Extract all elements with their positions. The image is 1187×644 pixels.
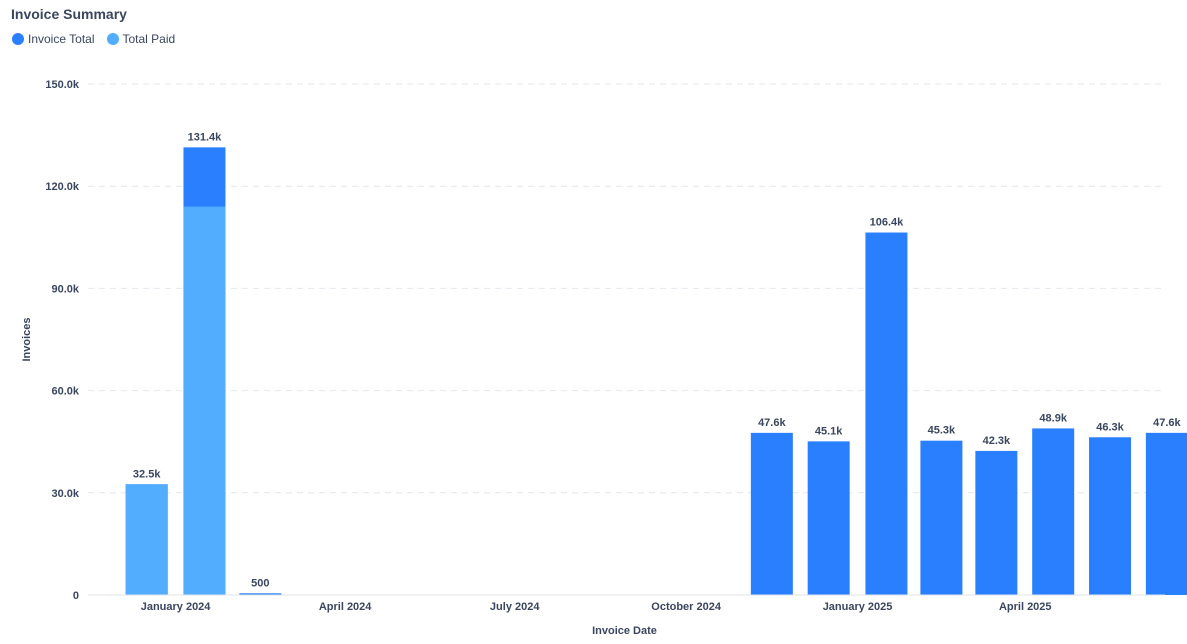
- bar-total-paid[interactable]: [125, 484, 168, 595]
- bar-invoice-total[interactable]: [807, 441, 850, 595]
- legend-label-total-paid: Total Paid: [122, 32, 176, 46]
- grid-layer: [88, 83, 1165, 494]
- y-tick-label: 120.0k: [45, 181, 80, 193]
- bar-layer: [125, 147, 1187, 595]
- y-tick-label: 150.0k: [45, 79, 80, 91]
- y-axis-title: Invoices: [21, 317, 33, 361]
- bar-invoice-total[interactable]: [1032, 428, 1075, 595]
- data-label: 106.4k: [870, 217, 905, 229]
- y-tick-label: 60.0k: [51, 386, 79, 398]
- x-axis-ticks: January 2024 April 2024 July 2024 October 2…: [141, 601, 1052, 613]
- chart-title: Invoice Summary: [11, 6, 127, 22]
- bar-invoice-total[interactable]: [239, 593, 282, 595]
- legend-item-total-paid[interactable]: Total Paid: [106, 32, 176, 46]
- data-label: 42.3k: [983, 435, 1011, 447]
- x-tick-label: July 2024: [490, 601, 540, 613]
- data-label-layer: 32.5k 131.4k 500 47.6k 45.1k 106.4k 45.3k 42.3k…: [133, 131, 1182, 589]
- data-label: 48.9k: [1039, 412, 1067, 424]
- chart-legend: Invoice Total Total Paid: [12, 32, 175, 46]
- data-label: 45.3k: [928, 425, 956, 437]
- legend-swatch-invoice-total: [12, 33, 24, 45]
- bar-invoice-total[interactable]: [865, 232, 908, 595]
- data-label: 45.1k: [815, 425, 843, 437]
- legend-item-invoice-total[interactable]: Invoice Total: [12, 32, 95, 46]
- bar-invoice-total[interactable]: [920, 440, 963, 595]
- y-tick-label: 0: [73, 590, 79, 602]
- x-tick-label: April 2024: [319, 601, 372, 613]
- legend-label-invoice-total: Invoice Total: [28, 32, 95, 46]
- bar-invoice-total[interactable]: [975, 450, 1018, 595]
- x-tick-label: January 2024: [141, 601, 212, 613]
- legend-swatch-total-paid: [106, 33, 119, 45]
- y-axis-ticks: 0 30.0k 60.0k 90.0k 120.0k 150.0k: [45, 79, 80, 602]
- y-tick-label: 90.0k: [51, 283, 79, 295]
- bar-total-paid[interactable]: [183, 206, 226, 595]
- data-label: 47.6k: [758, 417, 786, 429]
- data-label: 47.6k: [1153, 417, 1181, 429]
- x-tick-label: January 2025: [823, 601, 893, 613]
- y-tick-label: 30.0k: [51, 488, 79, 500]
- bar-invoice-total[interactable]: [1145, 432, 1187, 595]
- x-axis-title: Invoice Date: [592, 625, 657, 637]
- bar-invoice-total[interactable]: [750, 432, 793, 595]
- x-tick-label: April 2025: [999, 601, 1052, 613]
- data-label: 46.3k: [1096, 421, 1124, 433]
- data-label: 500: [251, 577, 269, 589]
- bar-invoice-total[interactable]: [1089, 437, 1132, 595]
- x-tick-label: October 2024: [651, 601, 722, 613]
- data-label: 131.4k: [188, 131, 223, 143]
- data-label: 32.5k: [133, 468, 161, 480]
